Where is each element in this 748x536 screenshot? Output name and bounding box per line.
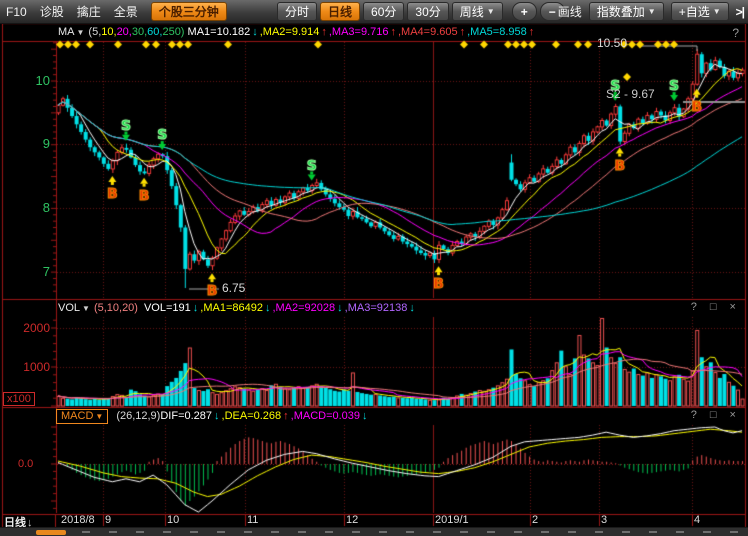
indicator-readout: ,MACD=0.039 (290, 410, 361, 422)
period-button-2[interactable]: 60分 (363, 2, 405, 21)
ma-param: 10, (101, 26, 117, 38)
down-arrow-icon: ↓ (337, 302, 343, 314)
ma-param: (5, (88, 26, 102, 38)
toolbar-period-group: 分时 日线 60分 30分 周线 ▼ + − (277, 0, 565, 23)
price-tick-label: 10 (35, 73, 50, 88)
price-tick-label: 7 (42, 264, 50, 279)
macd-readouts: DIF=0.287 ↓ ,DEA=0.268 ↑ ,MACD=0.039 ↓ (160, 410, 369, 422)
indicator-readout: ,MA4=9.605 (397, 26, 458, 38)
price-tick-label: 8 (42, 200, 50, 215)
horizontal-scrollbar[interactable] (0, 527, 748, 536)
toolbar-menu-group: F10 诊股 擒庄 全景 个股三分钟 (6, 0, 227, 23)
chevron-down-icon: ▼ (95, 411, 104, 421)
date-label: 2 (532, 514, 539, 526)
volume-tick-label: 1000 (23, 360, 50, 374)
indicator-readout: ,MA2=92028 (272, 302, 336, 314)
period-button-3[interactable]: 30分 (407, 2, 449, 21)
ma-param: 20, (116, 26, 132, 38)
ma-indicator-chip[interactable]: MA ▼ (58, 26, 85, 38)
period-button-0[interactable]: 分时 (277, 2, 318, 21)
date-label: 12 (346, 514, 359, 526)
volume-unit-label: x100 (3, 392, 35, 406)
down-arrow-icon: ↓ (409, 302, 415, 314)
collapse-panel-icon[interactable]: >| (735, 4, 745, 19)
macd-indicator-chip[interactable]: MACD ▼ (56, 408, 109, 424)
menu-item-3[interactable]: 全景 (113, 5, 138, 19)
date-label: 10 (167, 514, 180, 526)
up-arrow-icon: ↑ (528, 26, 535, 38)
date-label: 2019/1 (435, 514, 469, 526)
vol-params: (5,10,20) (93, 302, 138, 314)
top-toolbar: F10 诊股 擒庄 全景 个股三分钟 分时 日线 60分 30分 周线 ▼ + − 画线 指数叠加 ▼ +自… (0, 0, 748, 24)
date-label: 9 (105, 514, 112, 526)
down-arrow-icon: ↓ (192, 302, 199, 314)
period-high-label: 10.50 (597, 36, 628, 50)
down-arrow-icon: ↓ (252, 26, 258, 38)
down-arrow-icon: ↓ (362, 410, 368, 422)
down-arrow-icon: ↓ (27, 517, 33, 529)
date-label: 2018/8 (61, 514, 95, 526)
indicator-readout: ,DEA=0.268 (221, 410, 282, 422)
period-button-1[interactable]: 日线 (320, 2, 361, 21)
vol-indicator-header: VOL ▼ (5,10,20) VOL=191 ↓ ,MA1=86492 ↓ ,MA2=9… (58, 301, 417, 315)
ma-param: 250) (162, 26, 185, 38)
ma-readouts: MA1=10.182 ↓ ,MA2=9.914 ↑ ,MA3=9.716 ↑ ,MA4=9.… (188, 26, 537, 38)
indicator-readout: ,MA3=92138 (344, 302, 408, 314)
up-arrow-icon: ↑ (390, 26, 396, 38)
toolbar-right-0[interactable]: 画线 (557, 5, 582, 19)
indicator-readout: ,MA3=9.716 (328, 26, 389, 38)
chevron-down-icon: ▼ (82, 304, 90, 313)
indicator-readout: MA1=10.182 (187, 26, 251, 38)
vol-indicator-chip[interactable]: VOL ▼ (58, 302, 90, 314)
toolbar-right-1[interactable]: 指数叠加 ▼ (588, 2, 664, 21)
indicator-readout: ,MA2=9.914 (259, 26, 320, 38)
hold-price-label: S2 - 9.67 (606, 87, 655, 101)
chevron-down-icon: ▼ (76, 28, 85, 37)
date-label: 3 (601, 514, 608, 526)
indicator-readout: DIF=0.287 (160, 410, 213, 422)
scrollbar-ticks (82, 531, 738, 533)
toolbar-right-2[interactable]: +自选 ▼ (670, 2, 729, 21)
up-arrow-icon: ↑ (321, 26, 327, 38)
scrollbar-thumb[interactable] (36, 530, 66, 535)
down-arrow-icon: ↓ (264, 302, 271, 314)
date-axis-bar: 日线↓ 2018/8 9 10 11 12 2019/1 2 3 4 (0, 514, 748, 529)
chevron-down-icon: ▼ (486, 7, 495, 16)
macd-zero-label: 0.0 (18, 458, 34, 470)
promo-button[interactable]: 个股三分钟 (150, 2, 227, 21)
indicator-readout: ,MA1=86492 (200, 302, 263, 314)
volume-tick-label: 2000 (23, 321, 50, 335)
macd-pane-window-icons[interactable]: ? □ × (690, 409, 741, 421)
chevron-down-icon: ▼ (712, 7, 721, 16)
macd-params: (26,12,9) (116, 410, 161, 422)
ma-param: 60, (147, 26, 163, 38)
indicator-readout: VOL=191 (143, 302, 191, 314)
ma-params: (5,10,20,30,60,250) (88, 26, 187, 38)
zoom-in-button[interactable]: + (511, 2, 537, 21)
zoom-out-button[interactable]: − (539, 2, 565, 21)
period-button-4[interactable]: 周线 ▼ (451, 2, 503, 21)
vol-readouts: VOL=191 ↓ ,MA1=86492 ↓ ,MA2=92028 ↓ ,MA3=92138… (144, 302, 417, 314)
ma-indicator-header: MA ▼ (5,10,20,30,60,250) MA1=10.182 ↓ ,MA2=… (58, 25, 536, 39)
price-tick-label: 9 (42, 136, 50, 151)
menu-item-0[interactable]: F10 (6, 4, 27, 19)
date-label: 11 (247, 514, 259, 526)
date-label: 4 (694, 514, 701, 526)
period-indicator[interactable]: 日线↓ (4, 517, 33, 529)
up-arrow-icon: ↑ (459, 26, 466, 38)
main-pane-help-icon[interactable]: ? (732, 26, 739, 40)
toolbar-right-group: 画线 指数叠加 ▼ +自选 ▼ >| (557, 0, 745, 23)
menu-item-1[interactable]: 诊股 (39, 5, 64, 19)
down-arrow-icon: ↓ (214, 410, 220, 422)
vol-pane-window-icons[interactable]: ? □ × (690, 301, 741, 313)
chevron-down-icon: ▼ (647, 7, 656, 16)
menu-item-2[interactable]: 擒庄 (76, 5, 101, 19)
period-low-label: 6.75 (222, 281, 246, 295)
ma-param: 30, (131, 26, 148, 38)
indicator-readout: ,MA5=8.958 (467, 26, 527, 38)
up-arrow-icon: ↑ (283, 410, 289, 422)
macd-indicator-header: MACD ▼ (26,12,9) DIF=0.287 ↓ ,DEA=0.268 ↑ ,MA… (56, 408, 370, 424)
